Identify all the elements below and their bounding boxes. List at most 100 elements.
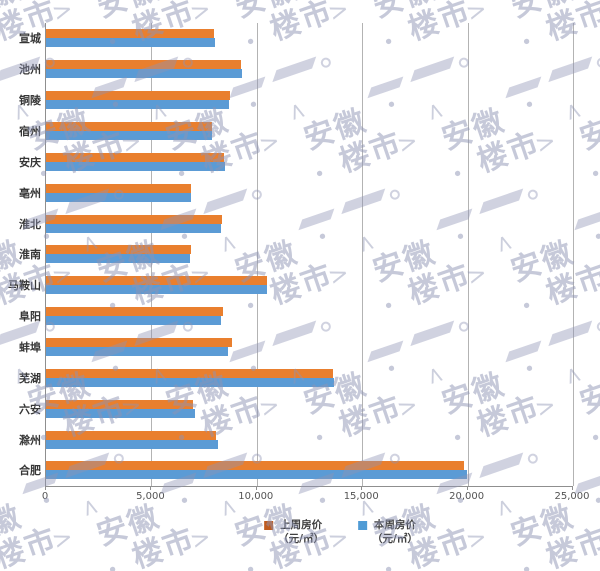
bar-last-week-3 xyxy=(46,122,213,131)
x-tick-label-20000: 20,000 xyxy=(449,491,485,502)
bar-last-week-12 xyxy=(46,399,193,409)
category-label-8: 马鞍山 xyxy=(8,279,41,293)
legend-swatch-this-week xyxy=(358,521,367,530)
watermark-text-line1: 安徽 xyxy=(231,0,303,25)
dot-icon: • xyxy=(519,559,535,571)
axis-tick-25000 xyxy=(572,486,573,490)
axis-tick-5000 xyxy=(150,486,152,490)
x-tick-label-5000: 5,000 xyxy=(136,491,165,502)
bar-this-week-11 xyxy=(46,377,335,387)
bar-this-week-13 xyxy=(46,439,218,449)
category-label-1: 池州 xyxy=(19,63,41,77)
bar-last-week-9 xyxy=(46,307,224,317)
dot-icon: • xyxy=(588,163,600,185)
bar-group-4 xyxy=(46,146,573,177)
chevron-right-icon: > xyxy=(462,522,491,556)
bar-last-week-7 xyxy=(46,245,191,255)
x-tick-label-15000: 15,000 xyxy=(343,491,379,502)
dot-icon: • xyxy=(588,427,600,449)
category-label-4: 安庆 xyxy=(19,155,41,169)
legend-item-this-week: 本周房价 （元/㎡） xyxy=(358,518,418,546)
bar-last-week-11 xyxy=(46,368,333,378)
bar-group-6 xyxy=(46,208,573,239)
bar-this-week-6 xyxy=(46,223,221,233)
bar-this-week-7 xyxy=(46,254,190,264)
bar-group-14 xyxy=(46,455,573,486)
ring-icon xyxy=(595,320,600,334)
axis-tick-15000 xyxy=(361,486,363,490)
legend-swatch-last-week xyxy=(264,521,274,530)
gridline-20000 xyxy=(467,23,469,486)
category-label-6: 淮北 xyxy=(19,217,41,231)
bar-last-week-13 xyxy=(46,430,216,440)
bar-this-week-1 xyxy=(46,69,243,79)
category-label-12: 六安 xyxy=(19,402,41,416)
x-tick-label-25000: 25,000 xyxy=(554,491,590,502)
bar-last-week-6 xyxy=(46,214,222,224)
dot-icon: • xyxy=(381,559,397,571)
bar-group-12 xyxy=(46,393,573,424)
x-tick-label-10000: 10,000 xyxy=(238,491,274,502)
axis-tick-10000 xyxy=(255,486,257,490)
watermark-text-line1: 安徽 xyxy=(92,498,165,553)
category-label-14: 合肥 xyxy=(19,464,41,478)
dot-icon: • xyxy=(591,490,600,511)
bar-this-week-10 xyxy=(46,347,228,357)
bar-this-week-9 xyxy=(46,316,222,326)
bar-this-week-2 xyxy=(46,100,229,110)
bar-last-week-10 xyxy=(46,338,232,348)
category-label-11: 芜湖 xyxy=(19,371,41,385)
legend-unit-last-week: （元/㎡） xyxy=(278,533,324,545)
gridline-15000 xyxy=(362,23,364,486)
bar-group-5 xyxy=(46,177,573,208)
category-label-5: 亳州 xyxy=(19,186,41,200)
watermark-text-line1: 安徽 xyxy=(0,0,26,25)
x-tick-label-0: 0 xyxy=(41,491,49,502)
bar-this-week-14 xyxy=(46,470,467,480)
bar-group-2 xyxy=(46,85,573,116)
dot-icon: • xyxy=(105,559,121,571)
brush-stroke xyxy=(574,208,600,231)
bar-last-week-14 xyxy=(46,461,464,471)
dot-icon: • xyxy=(591,226,600,247)
bar-this-week-4 xyxy=(46,161,225,171)
legend-label-this-week: 本周房价 xyxy=(373,519,416,531)
bar-this-week-0 xyxy=(46,38,216,48)
bar-last-week-4 xyxy=(46,152,224,162)
category-label-7: 淮南 xyxy=(19,248,41,262)
watermark-text-line1: 安徽 xyxy=(93,0,165,25)
legend-text-this-week: 本周房价 （元/㎡） xyxy=(372,518,418,546)
bar-last-week-2 xyxy=(46,91,231,101)
bar-last-week-5 xyxy=(46,183,191,193)
category-label-0: 宣城 xyxy=(19,32,41,46)
bar-last-week-0 xyxy=(46,29,215,39)
bar-group-1 xyxy=(46,54,573,85)
legend-text-last-week: 上周房价 （元/㎡） xyxy=(278,518,324,546)
watermark-text-line2: 楼市 xyxy=(0,521,62,571)
bar-group-7 xyxy=(46,239,573,270)
axis-tick-0 xyxy=(45,486,46,490)
bar-group-13 xyxy=(46,424,573,455)
watermark-text-line1: 安徽 xyxy=(575,102,600,157)
bar-this-week-8 xyxy=(46,285,268,295)
gridline-10000 xyxy=(256,23,258,486)
bar-group-9 xyxy=(46,301,573,332)
legend: 上周房价 （元/㎡） 本周房价 （元/㎡） xyxy=(264,518,418,546)
legend-item-last-week: 上周房价 （元/㎡） xyxy=(264,518,324,546)
legend-label-last-week: 上周房价 xyxy=(280,519,323,531)
category-label-2: 铜陵 xyxy=(19,94,41,108)
bar-group-0 xyxy=(46,23,573,54)
category-label-13: 滁州 xyxy=(19,433,41,447)
value-axis: 0 5,000 10,000 15,000 20,000 25,000 xyxy=(41,491,590,505)
plot-area xyxy=(45,23,574,487)
watermark-text-line2: 楼市 xyxy=(127,521,200,571)
category-label-9: 阜阳 xyxy=(19,310,41,324)
bar-rows xyxy=(46,23,573,486)
watermark-text-line1: 安徽 xyxy=(575,366,600,421)
category-label-3: 宿州 xyxy=(19,125,41,138)
category-axis: 宣城 池州 铜陵 宿州 安庆 亳州 淮北 淮南 马鞍山 阜阳 蚌埠 芜湖 六安 滁州 合肥 xyxy=(0,23,41,486)
bar-group-11 xyxy=(46,362,573,393)
ring-icon xyxy=(595,56,600,70)
chevron-right-icon: > xyxy=(186,522,215,556)
